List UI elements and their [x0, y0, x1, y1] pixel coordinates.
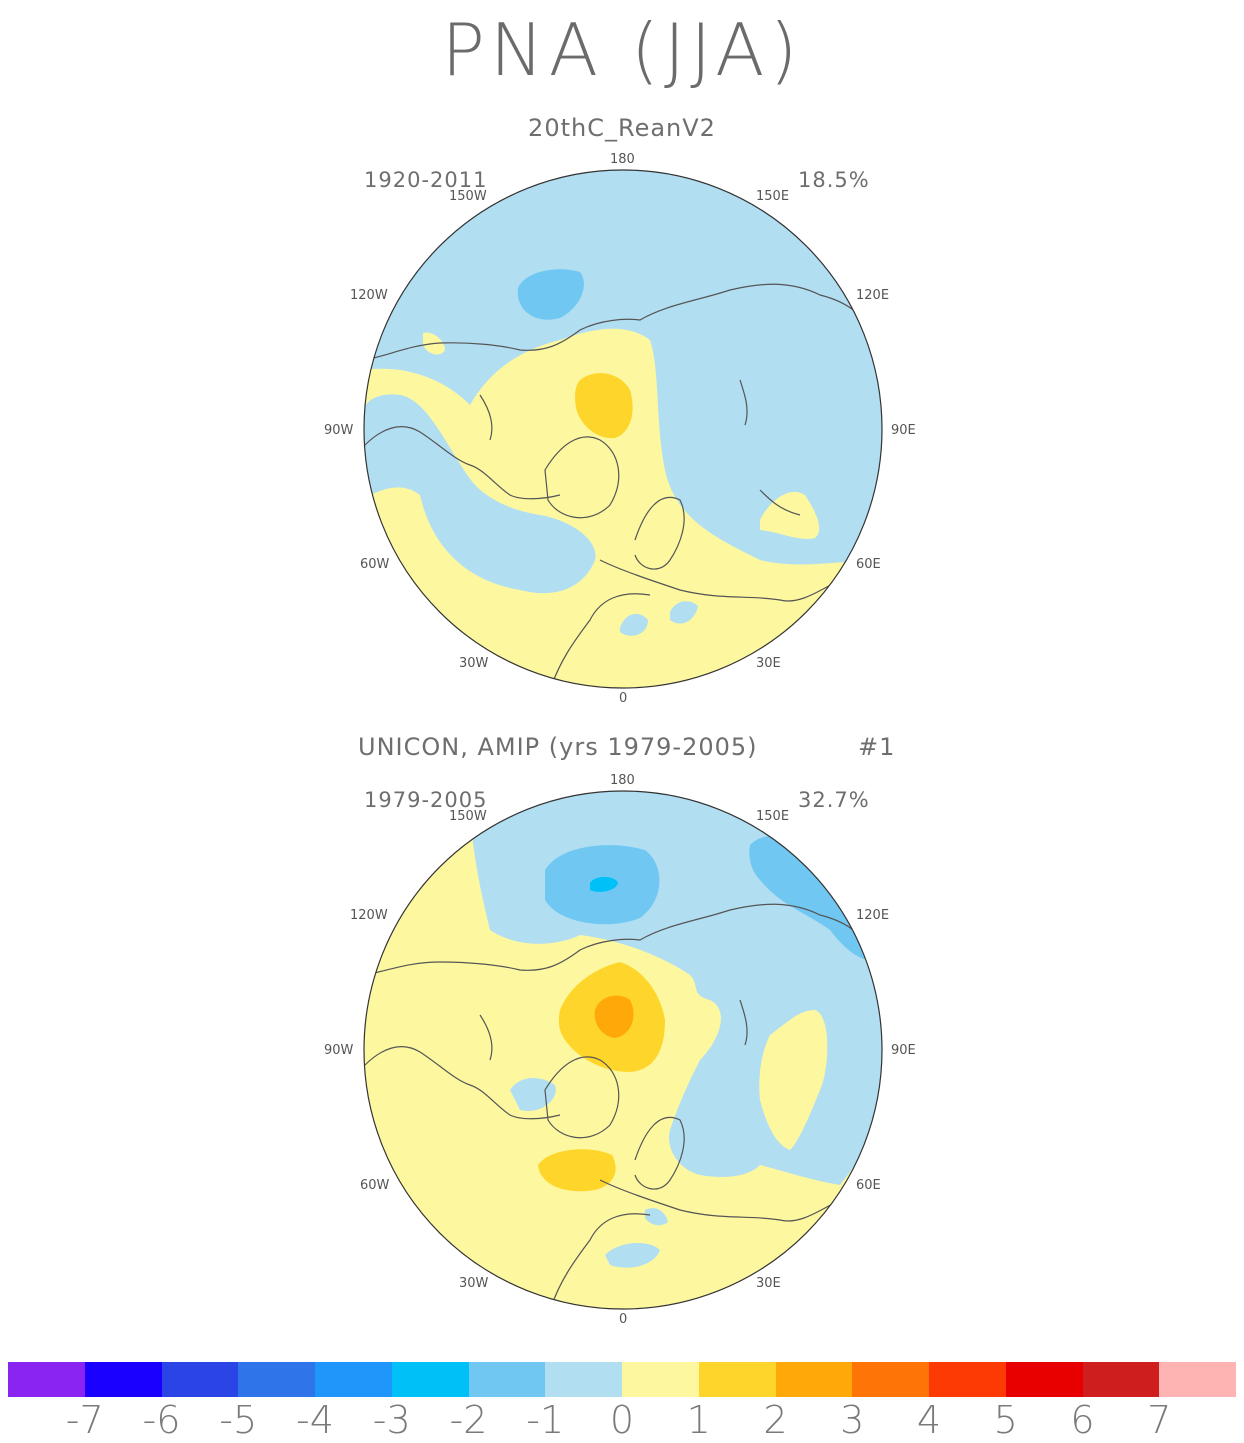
- anomaly-field-1-2: [575, 373, 633, 439]
- panel1-title: 20thC_ReanV2: [528, 114, 716, 142]
- lon-label: 30W: [459, 1276, 489, 1291]
- colorbar-swatch: [238, 1362, 315, 1397]
- colorbar-tick-label: 0: [609, 1398, 635, 1442]
- colorbar-tick-label: 3: [840, 1398, 865, 1442]
- panel2-title: UNICON, AMIP (yrs 1979-2005): [358, 733, 758, 761]
- lon-label: 30E: [756, 656, 781, 671]
- lon-label: 90W: [324, 1043, 354, 1058]
- lon-label: 60E: [856, 557, 881, 572]
- lon-label: 180: [610, 773, 635, 788]
- anomaly-field-minus2: [517, 269, 584, 320]
- panel2-run: #1: [858, 733, 896, 761]
- lon-label: 0: [619, 1312, 628, 1327]
- colorbar-swatch: [84, 1362, 162, 1397]
- anomaly-field-minus3: [590, 876, 618, 893]
- map-border: [363, 169, 883, 689]
- colorbar-swatch: [1005, 1362, 1083, 1397]
- colorbar-labels: -7 -6 -5 -4 -3 -2 -1 0 1 2 3 4 5 6 7: [0, 1398, 1244, 1443]
- lon-label: 30W: [459, 656, 489, 671]
- panel1-percent: 18.5%: [798, 168, 870, 192]
- colorbar: [8, 1362, 1236, 1397]
- map-border: [363, 790, 883, 1310]
- lon-label: 30E: [756, 1276, 781, 1291]
- colorbar-swatch: [1082, 1362, 1160, 1397]
- lon-label: 150W: [449, 189, 487, 204]
- colorbar-tick-label: 4: [916, 1398, 942, 1442]
- colorbar-tick-label: 6: [1070, 1398, 1095, 1442]
- lon-label: 150E: [756, 809, 790, 824]
- colorbar-swatch: [698, 1362, 776, 1397]
- colorbar-tick-label: -7: [65, 1398, 104, 1442]
- lon-label: 60E: [856, 1178, 881, 1193]
- map-canvas: [363, 169, 883, 1310]
- colorbar-tick-label: -3: [372, 1398, 411, 1442]
- polar-map-panel-1: [364, 170, 882, 688]
- colorbar-swatch: [1159, 1362, 1236, 1397]
- anomaly-field-2-3: [594, 995, 634, 1038]
- colorbar-swatch: [622, 1362, 699, 1397]
- colorbar-tick-label: -5: [219, 1398, 258, 1442]
- colorbar-swatch: [161, 1362, 239, 1397]
- lon-label: 90E: [891, 1043, 916, 1058]
- lon-label: 90E: [891, 423, 916, 438]
- colorbar-tick-label: 5: [993, 1398, 1018, 1442]
- colorbar-tick-label: -4: [296, 1398, 334, 1442]
- lon-label: 120W: [350, 288, 388, 303]
- colorbar-swatch: [775, 1362, 853, 1397]
- panel2-percent: 32.7%: [798, 788, 870, 812]
- main-title: PNA (JJA): [441, 8, 803, 92]
- colorbar-swatch: [545, 1362, 622, 1397]
- lon-label: 180: [610, 152, 635, 167]
- polar-map-panel-2: [364, 791, 882, 1309]
- colorbar-tick-label: -1: [526, 1398, 565, 1442]
- colorbar-tick-label: 1: [686, 1398, 711, 1442]
- lon-label: 120E: [856, 288, 890, 303]
- colorbar-tick-label: -2: [449, 1398, 488, 1442]
- lon-label: 60W: [360, 1178, 390, 1193]
- panel1-years: 1920-2011: [364, 168, 488, 192]
- colorbar-swatch: [929, 1362, 1006, 1397]
- lon-label: 120E: [856, 908, 890, 923]
- anomaly-field-0-1: [364, 328, 882, 688]
- lon-label: 0: [619, 691, 628, 706]
- lon-label: 120W: [350, 908, 388, 923]
- colorbar-tick-label: -6: [142, 1398, 181, 1442]
- colorbar-swatch: [391, 1362, 469, 1397]
- colorbar-swatch: [468, 1362, 546, 1397]
- lon-label: 60W: [360, 557, 390, 572]
- colorbar-swatch: [315, 1362, 392, 1397]
- panel2-years: 1979-2005: [364, 788, 488, 812]
- colorbar-tick-label: 7: [1147, 1398, 1172, 1442]
- colorbar-tick-label: 2: [763, 1398, 788, 1442]
- lon-label: 90W: [324, 423, 354, 438]
- lon-label: 150E: [756, 189, 790, 204]
- colorbar-swatch: [852, 1362, 929, 1397]
- lon-label: 150W: [449, 809, 487, 824]
- colorbar-swatch: [8, 1362, 85, 1397]
